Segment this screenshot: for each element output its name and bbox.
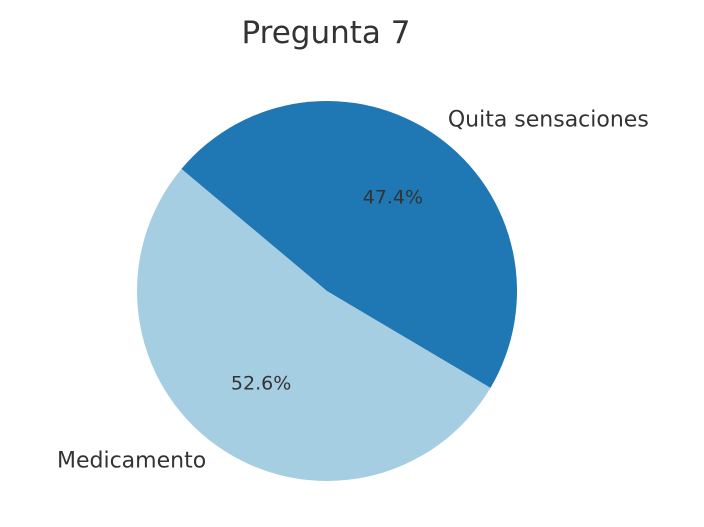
pie-labels: Medicamento 52.6% Quita sensaciones 47.4%	[57, 107, 649, 473]
percentage-label: 52.6%	[231, 373, 291, 395]
category-label: Quita sensaciones	[448, 107, 649, 132]
chart-title: Pregunta 7	[242, 15, 411, 51]
pie-slice-medicamento	[137, 168, 491, 481]
category-label: Medicamento	[57, 449, 206, 474]
pie-slice-quita-sensaciones	[181, 100, 518, 388]
pie-slices	[137, 100, 518, 481]
percentage-label: 47.4%	[363, 186, 423, 208]
